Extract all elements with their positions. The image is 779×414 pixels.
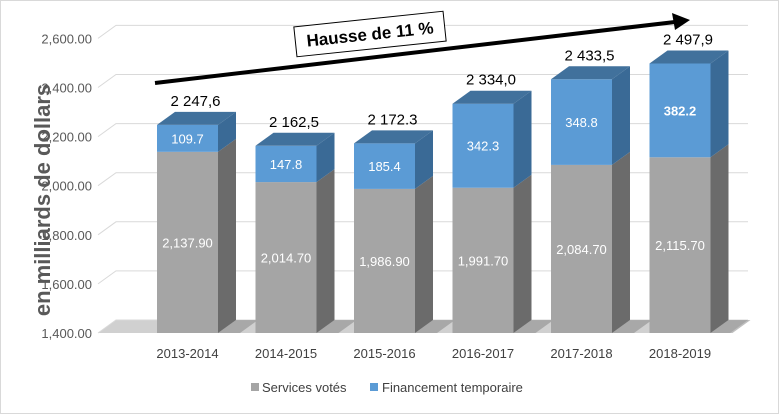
bar-financement-temporaire bbox=[354, 143, 415, 189]
bar-financement-temporaire-side bbox=[218, 111, 236, 152]
bar-services-votes-side bbox=[218, 138, 236, 333]
x-tick-label: 2014-2015 bbox=[255, 346, 317, 361]
bar-top bbox=[157, 111, 236, 125]
bar-top bbox=[354, 130, 433, 144]
legend-label-financement-temporaire: Financement temporaire bbox=[382, 380, 523, 395]
gridline bbox=[97, 123, 748, 138]
data-label-financement: 185.4 bbox=[368, 159, 401, 174]
bar-top bbox=[452, 90, 532, 104]
bar-top bbox=[649, 50, 729, 64]
y-tick-label: 2,400.00 bbox=[41, 81, 92, 96]
bar-financement-temporaire-side bbox=[513, 90, 532, 188]
bar-financement-temporaire-side bbox=[316, 132, 335, 183]
data-label-services-votes: 1,986.90 bbox=[359, 254, 410, 269]
data-label-financement: 382.2 bbox=[664, 103, 697, 118]
gridline bbox=[97, 270, 748, 285]
total-label: 2 497,9 bbox=[663, 31, 713, 48]
total-label: 2 433,5 bbox=[564, 47, 614, 64]
bar-services-votes bbox=[157, 151, 218, 333]
legend-swatch-financement-temporaire bbox=[370, 383, 378, 391]
bar-financement-temporaire bbox=[157, 124, 218, 152]
x-tick-label: 2017-2018 bbox=[550, 346, 612, 361]
bar-shadow bbox=[513, 320, 554, 333]
bar-services-votes-side bbox=[513, 174, 532, 333]
bar-services-votes-side bbox=[612, 151, 630, 333]
bar-services-votes bbox=[452, 187, 514, 333]
bar-shadow bbox=[415, 320, 455, 333]
x-tick-label: 2013-2014 bbox=[156, 346, 218, 361]
annotation-border bbox=[293, 10, 447, 58]
data-label-services-votes: 2,014.70 bbox=[261, 251, 312, 266]
bar-financement-temporaire-side bbox=[710, 50, 729, 158]
data-label-services-votes: 1,991.70 bbox=[458, 253, 509, 268]
data-label-financement: 109.7 bbox=[171, 131, 204, 146]
data-label-services-votes: 2,084.70 bbox=[556, 242, 607, 257]
gridline bbox=[97, 172, 748, 187]
bar-financement-temporaire bbox=[551, 79, 612, 165]
y-tick-label: 2,200.00 bbox=[41, 130, 92, 145]
legend-label-services-votes: Services votés bbox=[262, 380, 347, 395]
gridline bbox=[97, 221, 748, 236]
bar-services-votes bbox=[649, 157, 711, 333]
x-tick-label: 2015-2016 bbox=[353, 346, 415, 361]
y-tick-label: 1,400.00 bbox=[41, 326, 92, 341]
total-label: 2 247,6 bbox=[170, 93, 220, 110]
bar-services-votes-side bbox=[316, 169, 335, 333]
bar-shadow bbox=[218, 320, 258, 333]
trend-arrow-line bbox=[154, 20, 676, 85]
data-label-services-votes: 2,137.90 bbox=[162, 235, 213, 250]
gridline bbox=[97, 74, 748, 88]
bar-shadow bbox=[612, 320, 652, 333]
bar-services-votes-side bbox=[710, 144, 729, 333]
bar-top bbox=[255, 132, 335, 146]
total-label: 2 334,0 bbox=[466, 72, 516, 89]
bar-financement-temporaire bbox=[649, 63, 711, 158]
total-label: 2 172.3 bbox=[367, 111, 417, 128]
data-label-financement: 147.8 bbox=[270, 157, 303, 172]
bar-financement-temporaire-side bbox=[612, 66, 630, 165]
data-label-services-votes: 2,115.70 bbox=[655, 238, 705, 253]
data-label-financement: 342.3 bbox=[467, 139, 500, 154]
total-label: 2 162,5 bbox=[269, 114, 319, 131]
y-axis-title: en milliards de dollars bbox=[30, 84, 55, 316]
bar-services-votes bbox=[354, 188, 415, 333]
bar-financement-temporaire-side bbox=[415, 130, 433, 189]
legend-swatch-services-votes bbox=[251, 383, 259, 391]
bar-shadow bbox=[316, 320, 357, 333]
bar-services-votes bbox=[255, 182, 317, 333]
bar-services-votes-side bbox=[415, 175, 433, 333]
gridline bbox=[97, 24, 748, 39]
x-tick-label: 2016-2017 bbox=[452, 346, 514, 361]
bar-financement-temporaire bbox=[255, 145, 317, 183]
data-label-financement: 348.8 bbox=[565, 115, 598, 130]
x-tick-label: 2018-2019 bbox=[649, 346, 711, 361]
y-tick-label: 1,800.00 bbox=[41, 228, 92, 243]
y-tick-label: 2,000.00 bbox=[41, 179, 92, 194]
bar-shadow bbox=[710, 320, 751, 333]
bar-services-votes bbox=[551, 164, 612, 333]
bar-financement-temporaire bbox=[452, 103, 514, 188]
y-tick-label: 2,600.00 bbox=[41, 31, 92, 46]
trend-arrow-head bbox=[672, 13, 690, 30]
bar-top bbox=[551, 66, 630, 80]
y-tick-label: 1,600.00 bbox=[41, 277, 92, 292]
